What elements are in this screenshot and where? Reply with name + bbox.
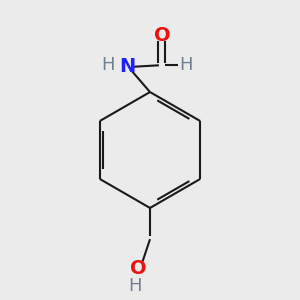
Text: H: H: [179, 56, 192, 74]
Text: H: H: [102, 56, 115, 74]
Text: H: H: [128, 277, 142, 295]
Text: O: O: [154, 26, 170, 45]
Text: N: N: [120, 57, 136, 76]
Text: O: O: [130, 260, 146, 278]
